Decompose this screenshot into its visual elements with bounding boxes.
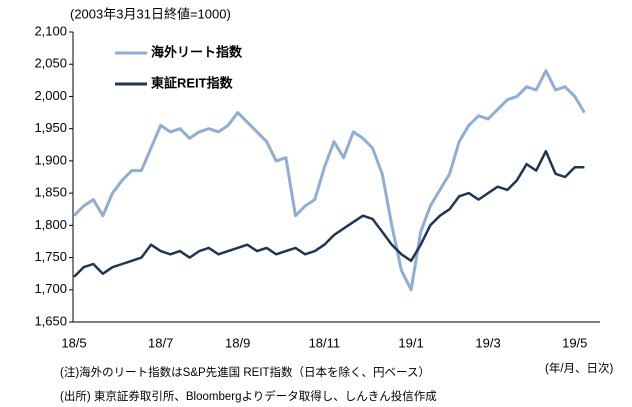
y-tick-label: 1,750 [34,249,67,264]
line [73,149,585,278]
y-tick-label: 1,850 [34,185,67,200]
x-tick-label: 19/3 [475,335,500,350]
y-axis-label: (2003年3月31日終値=1000) [70,6,231,21]
y-tick-label: 1,950 [34,120,67,135]
y-tick-label: 2,100 [34,23,67,38]
x-tick-label: 18/11 [309,335,341,350]
x-tick-label: 18/7 [148,335,173,350]
y-tick-label: 2,050 [34,56,67,71]
legend-label: 東証REIT指数 [151,75,234,90]
note: (出所) 東京証券取引所、Bloombergよりデータ取得し、しんきん投信作成 [60,389,437,403]
x-axis-label: (年/月、日次) [545,361,614,375]
x-tick-label: 18/5 [61,335,86,350]
y-tick-label: 1,650 [34,313,67,328]
x-tick-label: 18/9 [225,335,250,350]
y-tick-label: 1,900 [34,152,67,167]
x-tick-label: 19/5 [562,335,587,350]
line [72,69,586,292]
note: (注)海外のリート指数はS&P先進国 REIT指数（日本を除く、円ベース） [60,365,430,379]
legend-label: 海外リート指数 [151,44,243,59]
y-tick-label: 2,000 [34,88,67,103]
x-tick-label: 19/1 [398,335,423,350]
y-tick-label: 1,800 [34,217,67,232]
y-tick-label: 1,700 [34,281,67,296]
